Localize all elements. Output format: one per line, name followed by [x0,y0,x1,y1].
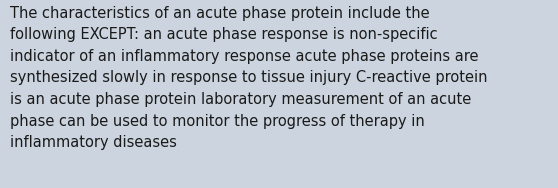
Text: The characteristics of an acute phase protein include the
following EXCEPT: an a: The characteristics of an acute phase pr… [10,6,488,150]
